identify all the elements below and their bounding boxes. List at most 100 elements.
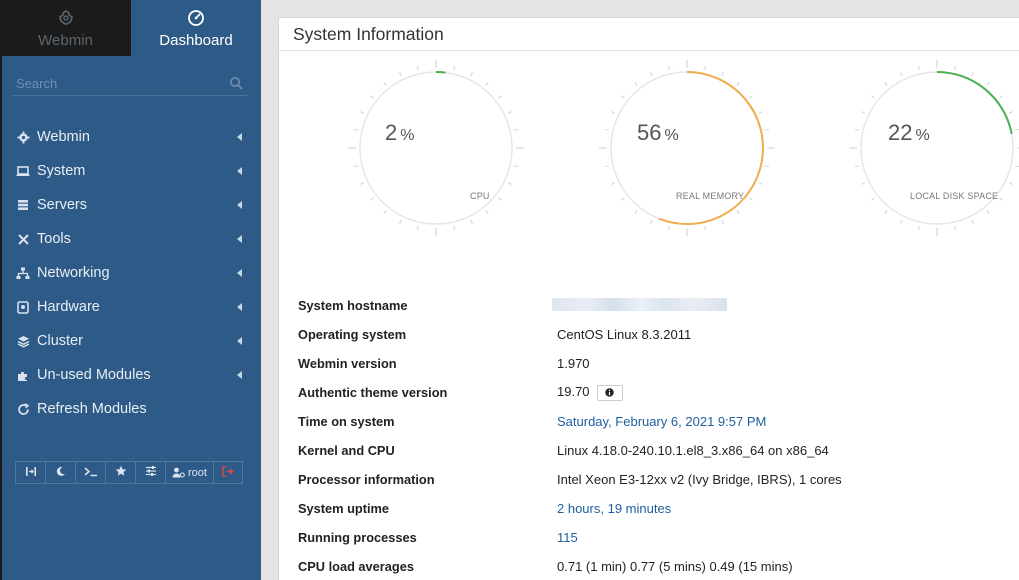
- gauge-tick: [854, 165, 860, 168]
- sidebar-item-label: Networking: [37, 265, 110, 281]
- sidebar-item-label: Hardware: [37, 299, 100, 315]
- gauge-tick: [917, 65, 920, 71]
- gauge-cpu: 2% CPU: [346, 58, 526, 268]
- info-key: Operating system: [298, 327, 407, 342]
- favorites-button[interactable]: [105, 461, 135, 484]
- gauge-value-number: 22: [888, 120, 913, 145]
- gauge-tick: [764, 128, 770, 131]
- user-cog-icon: [172, 467, 185, 478]
- sidebar-item-hardware[interactable]: Hardware: [0, 290, 261, 324]
- sidebar-search: [12, 72, 249, 96]
- night-mode-button[interactable]: [45, 461, 75, 484]
- gauge-local-disk-space-dial: [849, 60, 1019, 236]
- search-icon[interactable]: [229, 76, 243, 90]
- gauge-tick: [507, 182, 512, 185]
- sidebar-item-cluster[interactable]: Cluster: [0, 324, 261, 358]
- sidebar-item-system[interactable]: System: [0, 154, 261, 188]
- gauge-tick: [861, 182, 866, 185]
- terminal-button[interactable]: [75, 461, 105, 484]
- time-link[interactable]: Saturday, February 6, 2021 9:57 PM: [557, 414, 767, 429]
- uptime-link[interactable]: 2 hours, 19 minutes: [557, 501, 672, 516]
- gauge-real-memory-dial: [599, 60, 775, 236]
- gauge-tick: [650, 219, 653, 224]
- sidebar-item-tools[interactable]: Tools: [0, 222, 261, 256]
- gauge-tick: [749, 95, 753, 99]
- hostname-redacted: [552, 297, 727, 311]
- collapse-button[interactable]: [15, 461, 45, 484]
- gear-icon: [16, 130, 30, 144]
- table-row: System uptime 2 hours, 19 minutes: [298, 494, 1018, 523]
- user-button[interactable]: root: [165, 461, 213, 484]
- sidebar-item-label: System: [37, 163, 86, 179]
- gauge-tick: [871, 95, 875, 99]
- gauge-tick: [485, 82, 489, 86]
- gauge-tick: [758, 111, 763, 114]
- info-key: System hostname: [298, 298, 408, 313]
- gauge-local-disk-space: 22% LOCAL DISK SPACE: [847, 58, 1019, 268]
- caret-left-icon: [237, 167, 242, 175]
- gauge-tick: [485, 210, 489, 214]
- gauge-tick: [453, 65, 456, 71]
- gauge-value-unit: %: [915, 127, 930, 144]
- gauge-tick: [954, 65, 957, 71]
- gauge-value-unit: %: [664, 127, 679, 144]
- gauge-tick: [704, 65, 707, 71]
- gauge-local-disk-space-value: 22%: [888, 120, 930, 146]
- info-value: [552, 297, 727, 314]
- info-value: Intel Xeon E3-12xx v2 (Ivy Bridge, IBRS)…: [557, 472, 842, 487]
- gauge-value-arc: [936, 71, 1013, 134]
- gauge-tick: [498, 95, 502, 99]
- info-key: Authentic theme version: [298, 385, 448, 400]
- gauge-tick: [611, 111, 616, 114]
- search-input[interactable]: [12, 72, 249, 94]
- logout-button[interactable]: [212, 461, 243, 484]
- tab-webmin[interactable]: Webmin: [0, 0, 131, 56]
- gauge-local-disk-space-label: LOCAL DISK SPACE: [910, 191, 999, 201]
- sidebar-item-unused-modules[interactable]: Un-used Modules: [0, 358, 261, 392]
- processes-link[interactable]: 115: [557, 530, 578, 545]
- tab-dashboard[interactable]: Dashboard: [131, 0, 261, 56]
- gauge-tick: [986, 82, 990, 86]
- gauge-tick: [604, 165, 610, 168]
- hard-drive-icon: [16, 300, 30, 314]
- sidebar-item-label: Webmin: [37, 129, 90, 145]
- gauge-tick: [999, 197, 1003, 201]
- theme-info-button[interactable]: [596, 384, 623, 401]
- gauge-cpu-value: 2%: [385, 120, 414, 146]
- info-key: System uptime: [298, 501, 390, 516]
- gauge-tick: [634, 82, 638, 86]
- gauge-tick: [704, 225, 707, 231]
- table-row: Operating system CentOS Linux 8.3.2011: [298, 320, 1018, 349]
- caret-left-icon: [237, 371, 242, 379]
- gauge-real-memory-value: 56%: [637, 120, 679, 146]
- webmin-logo-icon: [57, 8, 75, 28]
- sidebar-item-networking[interactable]: Networking: [0, 256, 261, 290]
- gauge-tick: [513, 165, 519, 168]
- sidebar-item-servers[interactable]: Servers: [0, 188, 261, 222]
- user-label: root: [188, 466, 207, 479]
- info-key: Time on system: [298, 414, 395, 429]
- settings-button[interactable]: [135, 461, 165, 484]
- sidebar-item-refresh-modules[interactable]: Refresh Modules: [0, 392, 261, 426]
- moon-icon: [55, 466, 66, 480]
- gauge-value-number: 56: [637, 120, 662, 145]
- gauge-value-unit: %: [400, 127, 415, 144]
- caret-left-icon: [237, 201, 242, 209]
- terminal-icon: [84, 466, 98, 480]
- gauge-tick: [721, 72, 724, 77]
- page-title: System Information: [293, 23, 444, 44]
- gauge-tick: [954, 225, 957, 231]
- gauge-tick: [507, 111, 512, 114]
- info-key: Kernel and CPU: [298, 443, 395, 458]
- system-info-table: System hostname Operating system CentOS L…: [298, 291, 1018, 580]
- gauge-tick: [416, 225, 419, 231]
- panel-header: System Information: [279, 18, 1019, 51]
- gauge-tick: [399, 72, 402, 77]
- sidebar-item-webmin[interactable]: Webmin: [0, 120, 261, 154]
- gauge-tick: [453, 225, 456, 231]
- table-row: CPU load averages 0.71 (1 min) 0.77 (5 mi…: [298, 552, 1018, 580]
- gauge-value-arc: [658, 71, 764, 225]
- dashboard-gauge-icon: [187, 8, 205, 28]
- gauge-tick: [900, 72, 903, 77]
- gauge-tick: [721, 219, 724, 224]
